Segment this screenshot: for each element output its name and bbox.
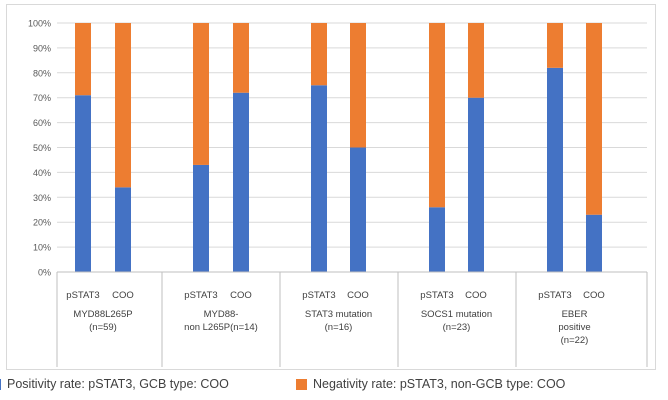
group-label: (n=16) <box>325 322 353 333</box>
x-tick-label: COO <box>583 290 605 301</box>
group-label: (n=22) <box>561 335 589 346</box>
legend-label-negativity: Negativity rate: pSTAT3, non-GCB type: C… <box>313 377 566 391</box>
bar-negativity <box>350 23 366 148</box>
stacked-bar-chart: 0% 10% 20% 30% 40% 50% 60% 70% 80% 90% 100% pSTAT3 C… <box>28 19 648 367</box>
bar-positivity <box>547 67 563 272</box>
group-label: non L265P(n=14) <box>184 322 258 333</box>
bar-positivity <box>193 164 209 272</box>
legend-item-positivity: Positivity rate: pSTAT3, GCB type: COO <box>0 377 229 391</box>
x-tick-label: pSTAT3 <box>420 290 453 301</box>
group-label: MYD88L265P <box>73 309 132 320</box>
group-label: EBER <box>562 309 588 320</box>
bar-negativity <box>311 23 327 86</box>
legend-label-positivity: Positivity rate: pSTAT3, GCB type: COO <box>7 377 229 391</box>
y-tick-label: 80% <box>33 68 51 78</box>
bar-negativity <box>547 23 563 68</box>
group-label: STAT3 mutation <box>305 309 372 320</box>
legend-item-negativity: Negativity rate: pSTAT3, non-GCB type: C… <box>296 377 565 391</box>
y-tick-label: 10% <box>33 243 51 253</box>
legend-swatch-positivity <box>0 378 1 390</box>
y-tick-label: 40% <box>33 168 51 178</box>
bar-negativity <box>75 23 91 96</box>
bar-positivity <box>233 92 249 272</box>
legend-swatch-negativity <box>296 378 307 390</box>
y-tick-label: 90% <box>33 43 51 53</box>
bar-negativity <box>115 23 131 188</box>
bar-negativity <box>429 23 445 208</box>
bar-negativity <box>193 23 209 165</box>
y-tick-label: 60% <box>33 118 51 128</box>
x-tick-label: COO <box>230 290 252 301</box>
bar-positivity <box>586 214 602 272</box>
bar-negativity <box>233 23 249 93</box>
bar-positivity <box>115 187 131 272</box>
y-tick-label: 50% <box>33 143 51 153</box>
x-tick-label: pSTAT3 <box>184 290 217 301</box>
x-tick-label: COO <box>347 290 369 301</box>
bar-positivity <box>75 95 91 273</box>
legend: Positivity rate: pSTAT3, GCB type: COO N… <box>0 374 668 396</box>
y-tick-label: 0% <box>38 268 51 278</box>
y-tick-label: 30% <box>33 193 51 203</box>
bar-positivity <box>311 85 327 272</box>
group-label: SOCS1 mutation <box>421 309 492 320</box>
bar-negativity <box>468 23 484 98</box>
bar-negativity <box>586 23 602 215</box>
bar-positivity <box>468 97 484 272</box>
y-tick-label: 70% <box>33 93 51 103</box>
x-tick-label: COO <box>465 290 487 301</box>
chart-frame: 0% 10% 20% 30% 40% 50% 60% 70% 80% 90% 100% pSTAT3 C… <box>6 4 656 370</box>
group-label: positive <box>558 322 590 333</box>
bar-positivity <box>429 207 445 272</box>
y-tick-label: 100% <box>28 19 51 29</box>
x-tick-label: COO <box>112 290 134 301</box>
group-label: MYD88- <box>204 309 239 320</box>
group-label: (n=59) <box>89 322 117 333</box>
x-tick-label: pSTAT3 <box>538 290 571 301</box>
y-tick-label: 20% <box>33 218 51 228</box>
bar-positivity <box>350 147 366 272</box>
x-tick-label: pSTAT3 <box>66 290 99 301</box>
x-tick-label: pSTAT3 <box>302 290 335 301</box>
group-label: (n=23) <box>443 322 471 333</box>
